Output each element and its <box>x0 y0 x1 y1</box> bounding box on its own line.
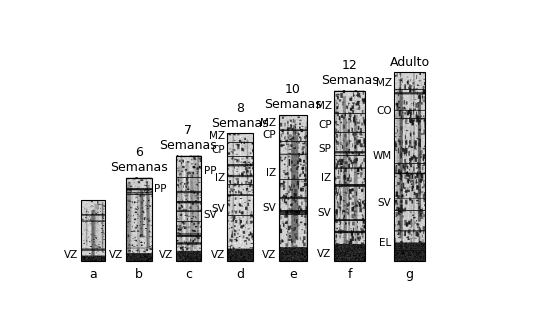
Bar <box>279 115 307 261</box>
Text: VZ: VZ <box>262 249 277 259</box>
Text: EL: EL <box>379 238 392 248</box>
Text: VZ: VZ <box>159 250 173 260</box>
Text: PP: PP <box>204 166 216 176</box>
Text: IZ: IZ <box>321 173 332 183</box>
Text: a: a <box>89 268 96 282</box>
Text: 7
Semanas: 7 Semanas <box>159 124 217 152</box>
Bar <box>394 73 425 261</box>
Text: IZ: IZ <box>215 173 225 183</box>
Bar <box>80 200 104 261</box>
Text: g: g <box>406 268 414 282</box>
Bar <box>334 91 365 261</box>
Text: CO: CO <box>376 106 392 116</box>
Text: MZ: MZ <box>261 118 277 128</box>
Text: e: e <box>289 268 297 282</box>
Text: CP: CP <box>318 120 332 130</box>
Text: 10
Semanas: 10 Semanas <box>264 83 322 111</box>
Text: CP: CP <box>263 130 277 140</box>
Text: CP: CP <box>211 145 225 155</box>
Text: 6
Semanas: 6 Semanas <box>110 146 168 174</box>
Text: SV: SV <box>211 204 225 214</box>
Text: VZ: VZ <box>109 250 124 260</box>
Bar <box>126 178 152 261</box>
Text: IZ: IZ <box>266 168 277 178</box>
Text: MZ: MZ <box>316 101 332 111</box>
Text: VZ: VZ <box>317 249 332 259</box>
Text: f: f <box>348 268 352 282</box>
Text: 12
Semanas: 12 Semanas <box>321 59 378 87</box>
Text: SV: SV <box>263 203 277 213</box>
Text: d: d <box>236 268 244 282</box>
Text: SV: SV <box>378 198 392 208</box>
Text: SP: SP <box>319 144 332 154</box>
Bar <box>176 156 201 261</box>
Text: VZ: VZ <box>211 250 225 260</box>
Text: b: b <box>135 268 143 282</box>
Text: 8
Semanas: 8 Semanas <box>211 101 269 130</box>
Text: MZ: MZ <box>376 78 392 88</box>
Text: Adulto: Adulto <box>390 56 430 69</box>
Text: SV: SV <box>204 210 217 220</box>
Text: PP: PP <box>154 184 167 194</box>
Text: SV: SV <box>318 208 332 218</box>
Text: VZ: VZ <box>64 250 78 260</box>
Bar <box>227 133 253 261</box>
Text: MZ: MZ <box>209 131 225 141</box>
Text: WM: WM <box>373 151 392 161</box>
Text: c: c <box>185 268 192 282</box>
